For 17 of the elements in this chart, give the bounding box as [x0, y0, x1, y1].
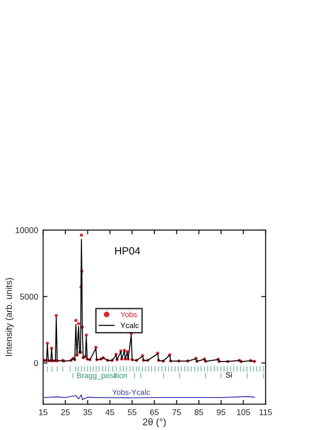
y-tick-label: 5000	[20, 294, 38, 300]
y-axis-title: Intensity (arb. units)	[5, 278, 14, 356]
x-tick-label: 15	[39, 409, 48, 416]
x-tick-label: 85	[194, 409, 204, 416]
y-tick-label: 0	[34, 360, 38, 366]
x-axis-title: 2θ (°)	[142, 418, 166, 428]
x-tick-label: 75	[172, 409, 181, 416]
x-tick-label: 95	[216, 409, 226, 416]
x-tick-label: 25	[61, 409, 70, 416]
x-tick-label: 55	[128, 409, 136, 416]
x-tick-label: 105	[237, 409, 250, 416]
y-tick-label: 10000	[16, 227, 38, 234]
x-tick-label: 45	[105, 409, 114, 416]
x-tick-label: 35	[83, 409, 92, 416]
x-tick-label: 65	[150, 409, 159, 416]
x-tick-label: 115	[260, 409, 272, 416]
annotation: HP04	[115, 247, 140, 255]
